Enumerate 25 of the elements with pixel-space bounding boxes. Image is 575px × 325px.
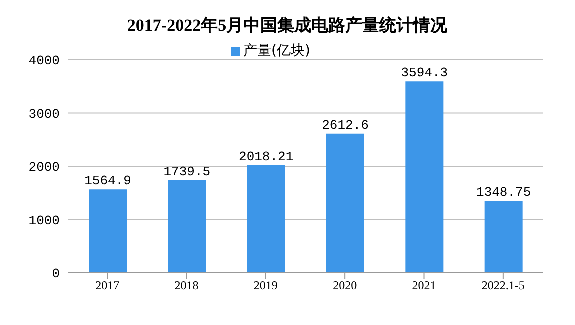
y-tick-label: 1000 [28,213,60,228]
data-label: 2018.21 [239,150,294,165]
y-tick-label: 4000 [28,54,60,69]
bar [406,82,444,273]
data-label: 3594.3 [401,66,448,81]
x-tick-label: 2020 [333,278,358,293]
data-label: 2612.6 [322,118,369,133]
data-label: 1739.5 [164,164,211,180]
bar [168,180,206,273]
bar [484,201,523,273]
bar [247,166,286,273]
legend-label: 产量(亿块) [244,43,310,59]
y-tick-label: 3000 [28,106,60,122]
y-tick-label: 0 [52,266,60,282]
chart-title: 2017-2022年5月中国集成电路产量统计情况 [126,15,449,37]
y-tick-label: 2000 [28,160,60,176]
x-tick-label: 2018 [174,278,199,293]
x-tick-label: 2021 [412,278,436,293]
data-label: 1348.75 [476,185,532,200]
x-tick-label: 2019 [254,278,278,293]
data-label: 1564.9 [84,174,132,189]
x-tick-label: 2022.1-5 [482,278,525,293]
bar [326,134,364,273]
x-tick-label: 2017 [96,278,120,293]
bar [89,190,127,273]
